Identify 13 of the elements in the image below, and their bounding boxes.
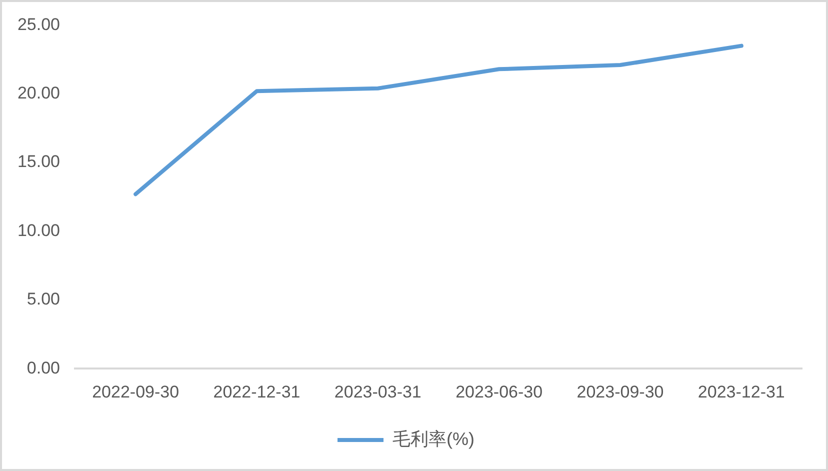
x-tick-label: 2023-12-31 xyxy=(698,382,785,402)
x-tick-label: 2022-12-31 xyxy=(213,382,300,402)
legend-label: 毛利率(%) xyxy=(392,428,475,449)
y-tick-label: 15.00 xyxy=(17,152,60,172)
y-tick-label: 20.00 xyxy=(17,84,60,103)
y-tick-label: 5.00 xyxy=(26,290,60,309)
x-tick-label: 2023-03-31 xyxy=(334,382,422,402)
y-tick-label: 0.00 xyxy=(26,358,60,378)
y-tick-label: 25.00 xyxy=(17,14,60,34)
x-tick-label: 2023-09-30 xyxy=(576,382,664,402)
x-tick-label: 2023-06-30 xyxy=(456,382,543,402)
x-tick-label: 2022-09-30 xyxy=(92,382,180,402)
y-tick-label: 10.00 xyxy=(17,220,60,240)
